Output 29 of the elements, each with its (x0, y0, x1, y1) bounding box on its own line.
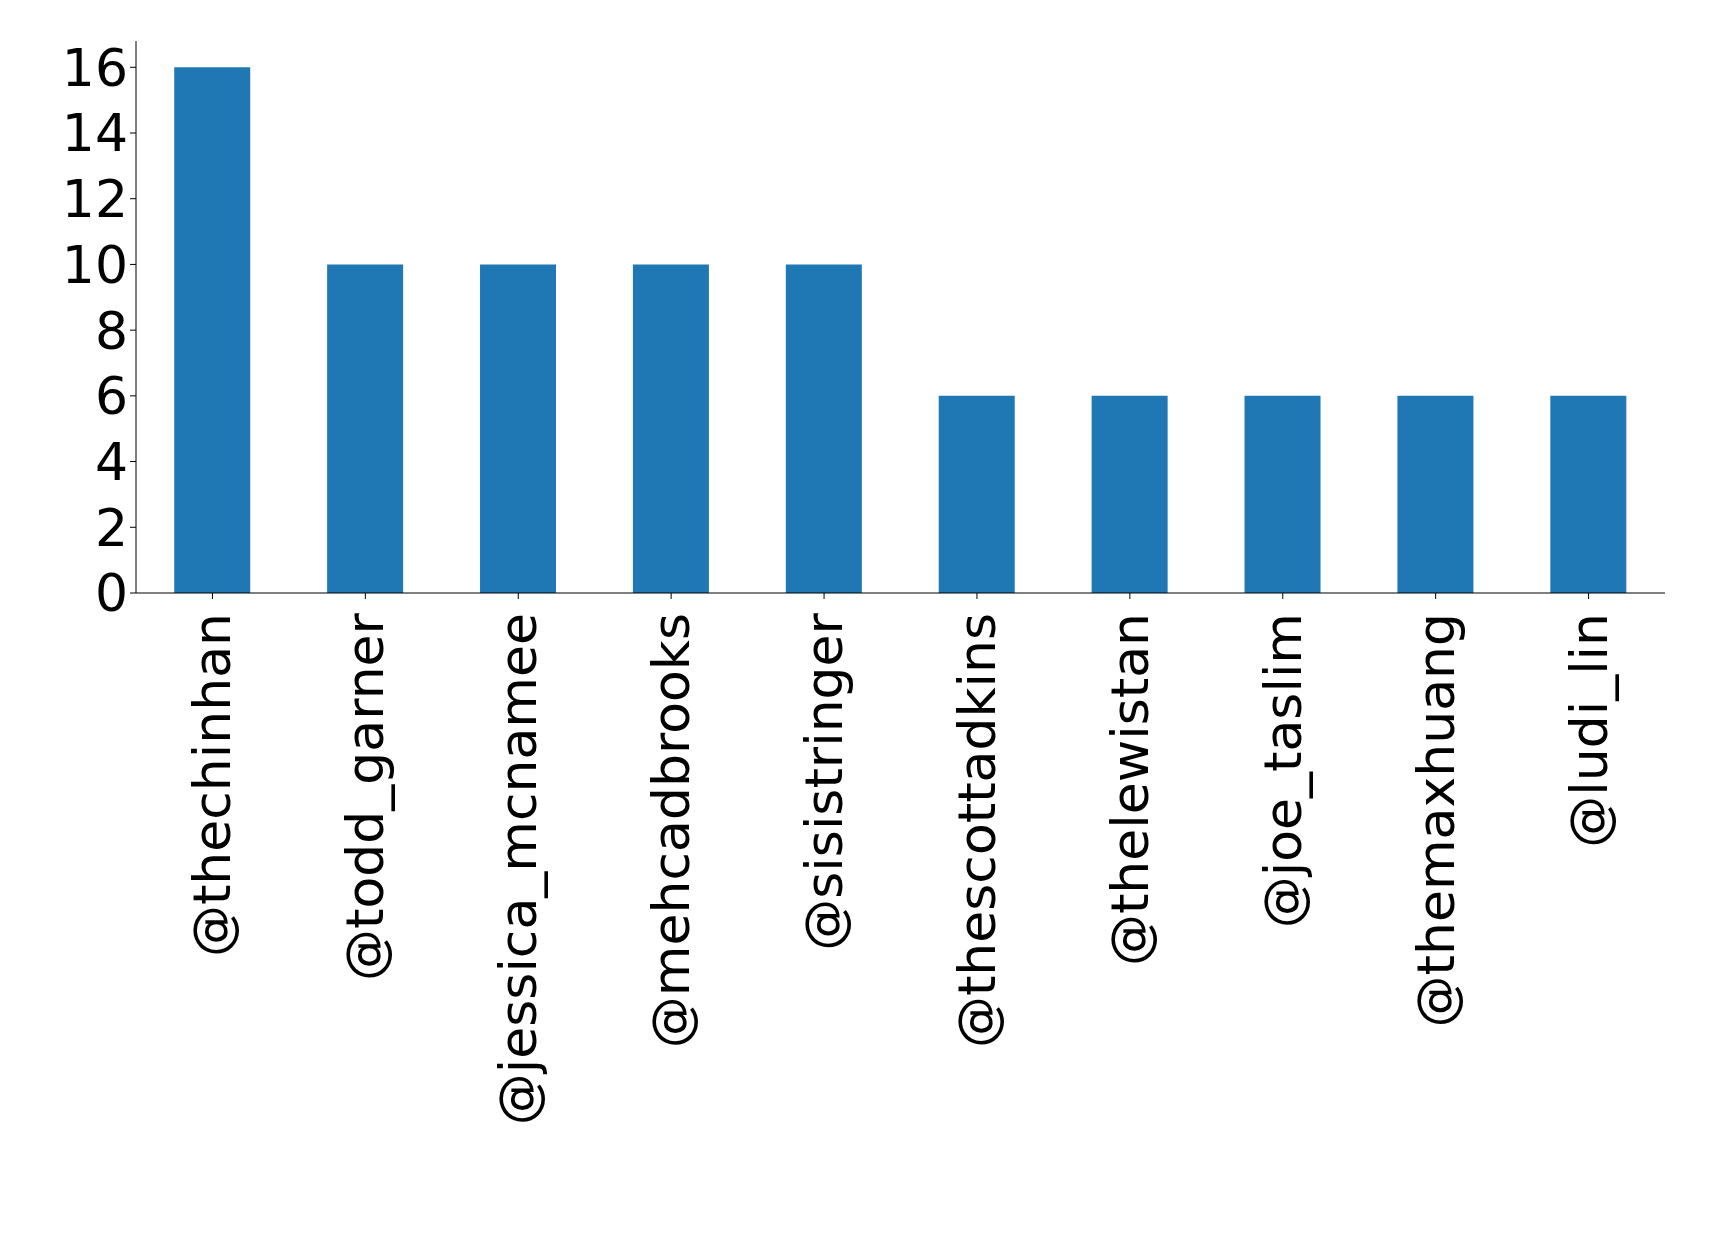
y-tick-label: 8 (94, 300, 128, 361)
x-tick-label: @sisistringer (794, 612, 855, 951)
x-tick-label: @mehcadbrooks (641, 613, 702, 1049)
x-tick-label: @jessica_mcnamee (488, 613, 549, 1126)
bar (174, 67, 251, 593)
y-tick-label: 12 (61, 169, 128, 230)
x-tick-label: @todd_garner (335, 612, 396, 981)
bar (938, 395, 1015, 593)
bar (785, 264, 862, 593)
x-tick-label: @themaxhuang (1405, 613, 1466, 1028)
y-tick-label: 0 (94, 563, 128, 624)
x-tick-label: @thechinhan (182, 613, 243, 958)
bar (1091, 395, 1168, 593)
bar (327, 264, 404, 593)
bar (632, 264, 709, 593)
bar (1244, 395, 1321, 593)
y-tick-label: 6 (94, 366, 128, 427)
y-tick-label: 4 (94, 432, 128, 493)
bar (1550, 395, 1627, 593)
y-tick-label: 16 (61, 37, 128, 98)
x-tick-label: @joe_taslim (1252, 613, 1313, 929)
bar (1397, 395, 1474, 593)
y-tick-label: 10 (61, 234, 128, 295)
bar (480, 264, 557, 593)
y-tick-label: 14 (61, 103, 128, 164)
y-tick-label: 2 (94, 497, 128, 558)
x-tick-label: @thelewistan (1099, 613, 1160, 967)
x-tick-label: @ludi_lin (1558, 613, 1619, 848)
x-tick-label: @thescottadkins (946, 613, 1007, 1049)
